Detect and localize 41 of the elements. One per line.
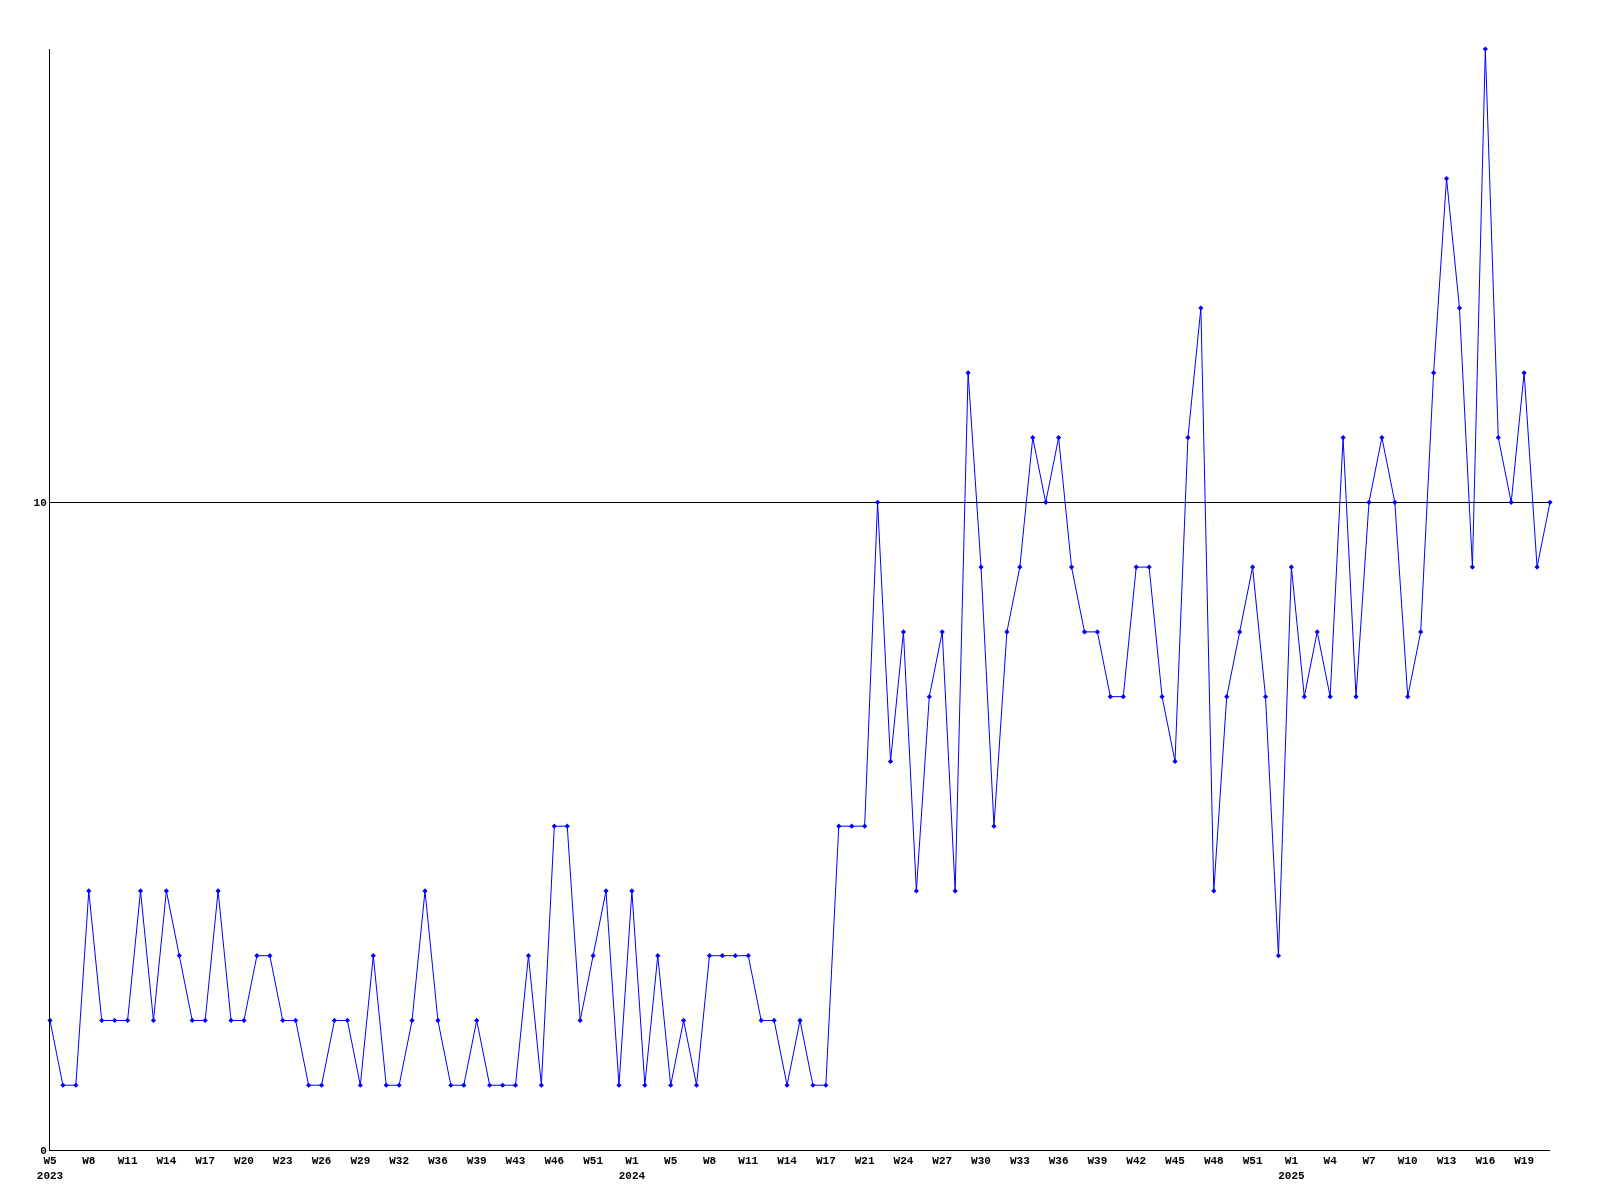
x-tick-label: W19 [1514,1155,1535,1168]
x-tick-label: W45 [1165,1155,1186,1168]
x-tick-label: W14 [156,1155,177,1168]
x-tick-label: W8 [702,1155,717,1168]
x-tick-label: W30 [971,1155,991,1168]
x-tick-label: W51 [583,1155,604,1168]
x-tick-label: W11 [117,1155,138,1168]
y-tick-label: 0 [40,1144,47,1157]
x-tick-label: W10 [1397,1155,1418,1168]
x-tick-label: W1 2024 [618,1155,646,1182]
x-tick-label: W39 [1087,1155,1108,1168]
x-tick-label: W42 [1126,1155,1147,1168]
x-tick-label: W13 [1436,1155,1457,1168]
x-tick-label: W1 2025 [1278,1155,1305,1182]
x-tick-label: W39 [466,1155,487,1168]
x-tick-label: W11 [738,1155,759,1168]
x-tick-label: W8 [82,1155,96,1168]
x-tick-label: W51 [1242,1155,1263,1168]
x-tick-label: W32 [389,1155,410,1168]
x-tick-label: W29 [350,1155,371,1168]
y-tick-label: 10 [33,497,47,510]
x-tick-label: W17 [815,1155,836,1168]
x-tick-label: W23 [272,1155,294,1168]
x-tick-label: W33 [1009,1155,1031,1168]
x-tick-label: W27 [932,1155,953,1168]
x-tick-label: W26 [311,1155,332,1168]
x-tick-label: W36 [1048,1155,1069,1168]
x-tick-label: W20 [234,1155,254,1168]
x-tick-label: W5 2023 [36,1155,64,1182]
x-tick-label: W46 [544,1155,565,1168]
x-tick-label: W5 [664,1155,678,1168]
x-tick-label: W17 [195,1155,216,1168]
x-tick-label: W43 [505,1155,526,1168]
x-tick-label: W4 [1323,1155,1338,1168]
x-tick-label: W7 [1362,1155,1376,1168]
x-tick-label: W16 [1475,1155,1496,1168]
x-tick-label: W21 [854,1155,875,1168]
x-tick-label: W48 [1203,1155,1225,1168]
x-tick-label: W36 [428,1155,448,1168]
x-tick-label: W24 [893,1155,914,1168]
x-tick-label: W14 [777,1155,798,1168]
